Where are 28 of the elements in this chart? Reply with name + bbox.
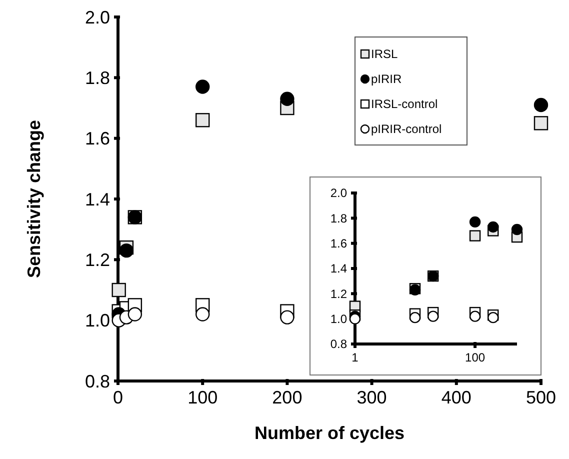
y-tick-label: 1.8 [84,68,110,88]
x-tick-label: 400 [441,387,472,408]
y-tick-label: 2.0 [330,186,348,200]
y-tick-label: 0.8 [84,371,110,392]
legend-label: IRSL-control [371,97,438,112]
x-tick-label: 100 [465,350,486,365]
y-tick-label: 0.8 [330,337,348,352]
y-tick-label: 1.4 [330,262,348,276]
x-axis-title: Number of cycles [254,423,405,443]
y-tick-label: 1.4 [84,189,110,210]
y-axis-title: Sensitivity change [24,120,44,278]
y-tick-label: 1.6 [330,236,348,251]
legend-label: pIRIR [371,72,402,86]
x-tick-label: 300 [356,387,387,408]
x-tick-label: 100 [188,387,218,408]
y-tick-label: 1.0 [330,312,348,326]
legend-label: pIRIR-control [371,122,442,136]
y-tick-label: 1.2 [84,250,110,270]
x-tick-label: 200 [272,387,302,408]
x-tick-label: 0 [112,387,124,408]
y-tick-label: 1.0 [84,310,110,331]
y-tick-label: 1.2 [330,286,348,301]
legend-label: IRSL [371,47,398,62]
y-tick-label: 1.8 [330,211,348,226]
y-tick-label: 1.6 [84,128,110,149]
y-tick-label: 2.0 [84,7,110,28]
x-tick-label: 500 [526,387,556,408]
x-tick-label: 1 [352,350,359,365]
